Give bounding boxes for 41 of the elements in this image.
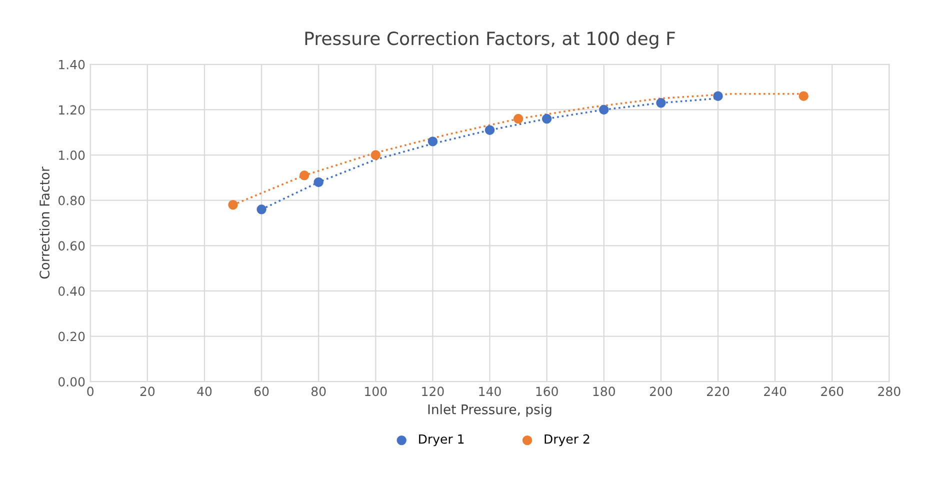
- x-axis-title: Inlet Pressure, psig: [428, 404, 552, 417]
- point: [228, 200, 238, 210]
- point: [542, 114, 552, 124]
- x-tick-label: 220: [706, 386, 730, 396]
- point: [428, 136, 438, 146]
- x-tick-label: 160: [536, 386, 558, 396]
- point: [713, 91, 723, 101]
- point: [599, 104, 609, 115]
- x-tick-label: 120: [422, 386, 444, 396]
- point: [314, 177, 324, 188]
- x-tick-label: 80: [311, 386, 326, 396]
- point: [484, 125, 495, 135]
- x-tick-label: 180: [593, 386, 615, 396]
- x-tick-label: 200: [650, 386, 672, 396]
- point: [370, 150, 381, 160]
- point: [256, 204, 266, 214]
- x-tick-label: 0: [87, 386, 94, 396]
- y-tick-label: 1.00: [59, 150, 85, 160]
- x-tick-label: 40: [197, 386, 212, 396]
- x-tick-label: 60: [254, 386, 269, 396]
- point: [656, 98, 666, 108]
- legend-label: Dryer 2: [544, 434, 590, 446]
- y-tick-label: 0.00: [58, 377, 85, 387]
- x-tick-label: 260: [821, 386, 844, 396]
- y-tick-label: 0.40: [58, 286, 85, 296]
- x-tick-label: 20: [140, 386, 155, 396]
- x-tick-label: 280: [878, 386, 900, 396]
- y-tick-label: 1.40: [59, 60, 85, 70]
- point: [798, 91, 808, 101]
- x-tick-label: 240: [764, 386, 786, 396]
- x-tick-label: 100: [365, 386, 387, 396]
- x-tick-label: 140: [479, 386, 501, 396]
- y-tick-label: 0.20: [58, 332, 85, 342]
- legend-label: Dryer 1: [419, 434, 464, 446]
- point: [299, 170, 310, 180]
- y-tick-label: 1.20: [59, 105, 85, 115]
- y-tick-label: 0.80: [58, 196, 85, 206]
- y-axis-title: Correction Factor: [39, 166, 50, 279]
- point: [513, 114, 524, 124]
- y-tick-label: 0.60: [58, 241, 85, 251]
- chart-title: Pressure Correction Factors, at 100 deg F: [305, 31, 675, 49]
